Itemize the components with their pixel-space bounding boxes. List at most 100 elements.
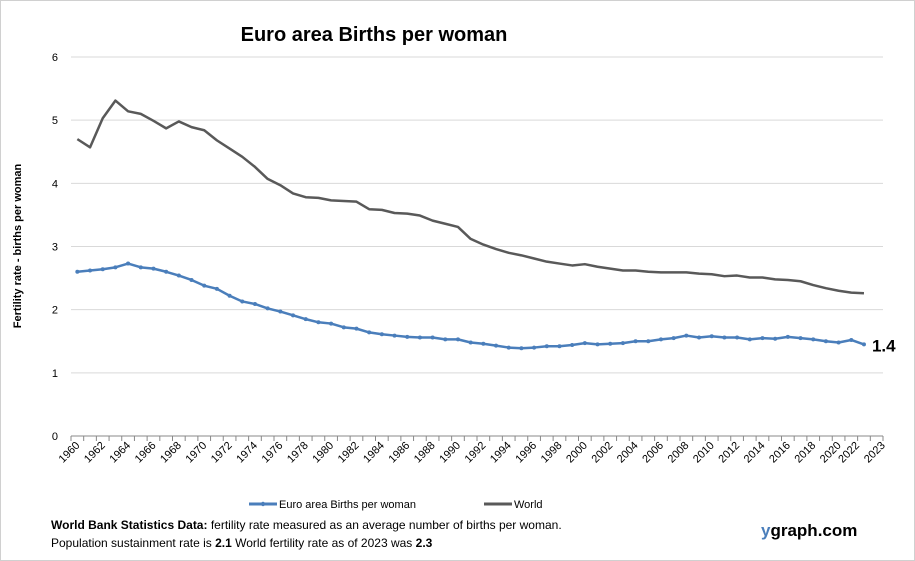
data-point (126, 261, 131, 266)
footer-description: fertility rate measured as an average nu… (207, 518, 562, 532)
world-rate: 2.3 (415, 536, 433, 550)
footer-text: World fertility rate as of 2023 was (231, 536, 416, 550)
x-tick-label: 2000 (564, 440, 590, 466)
end-value-label: 1.4 (872, 336, 896, 355)
data-point (836, 340, 841, 345)
x-tick-label: 2006 (640, 440, 666, 466)
x-tick-label: 2023 (862, 440, 888, 466)
data-point (252, 301, 257, 306)
x-tick-label: 2008 (666, 440, 692, 466)
x-tick-label: 1984 (361, 440, 387, 466)
x-tick-label: 1970 (184, 440, 210, 466)
y-tick-label: 0 (52, 431, 58, 443)
x-tick-label: 2002 (590, 440, 616, 466)
data-point (405, 334, 410, 339)
x-tick-label: 1974 (234, 440, 260, 466)
x-tick-label: 1992 (463, 440, 489, 466)
data-point (443, 337, 448, 342)
x-tick-label: 1964 (107, 440, 133, 466)
data-point (773, 336, 778, 341)
x-tick-label: 1988 (412, 440, 438, 466)
data-point (494, 343, 499, 348)
x-tick-label: 1982 (336, 440, 362, 466)
data-point (202, 283, 207, 288)
data-point (176, 273, 181, 278)
data-point (379, 332, 384, 337)
y-axis-label: Fertility rate - births per woman (12, 164, 24, 329)
data-point (189, 277, 194, 282)
data-point (697, 335, 702, 340)
data-point (747, 337, 752, 342)
data-point (151, 266, 156, 271)
data-point (138, 265, 143, 270)
sustainment-rate: 2.1 (215, 536, 232, 550)
brand-logo: ygraph.com (761, 521, 857, 541)
footer-line-2: Population sustainment rate is 2.1 World… (51, 536, 432, 550)
x-tick-label: 2014 (742, 440, 768, 466)
data-point (798, 336, 803, 341)
legend-label: World (514, 499, 543, 511)
brand-y: y (761, 521, 771, 540)
x-tick-label: 1996 (513, 440, 539, 466)
data-point (430, 335, 435, 340)
series-line-world (76, 99, 865, 295)
data-point (532, 345, 537, 350)
x-tick-label: 2022 (836, 440, 862, 466)
data-point (227, 293, 232, 298)
x-tick-label: 2010 (691, 440, 717, 466)
data-point (214, 286, 219, 291)
x-tick-label: 1990 (437, 440, 463, 466)
y-tick-label: 2 (52, 305, 58, 317)
y-tick-label: 1 (52, 368, 58, 380)
brand-rest: graph.com (770, 521, 858, 540)
data-point (100, 267, 105, 272)
footer-line-1: World Bank Statistics Data: fertility ra… (51, 518, 562, 532)
data-point (329, 321, 334, 326)
x-tick-label: 1976 (260, 440, 286, 466)
data-point (392, 333, 397, 338)
x-tick-label: 1986 (387, 440, 413, 466)
x-tick-label: 1966 (133, 440, 159, 466)
data-point (823, 339, 828, 344)
data-point (582, 341, 587, 346)
x-tick-label: 1972 (209, 440, 235, 466)
x-tick-label: 1998 (539, 440, 565, 466)
x-tick-label: 1980 (310, 440, 336, 466)
y-tick-label: 5 (52, 115, 58, 127)
data-point (709, 334, 714, 339)
data-point (468, 340, 473, 345)
data-point (811, 337, 816, 342)
x-tick-label: 1978 (285, 440, 311, 466)
data-point (671, 336, 676, 341)
data-point (506, 345, 511, 350)
data-point (113, 265, 118, 270)
x-tick-label: 1968 (158, 440, 184, 466)
data-point (544, 344, 549, 349)
x-tick-label: 2012 (716, 440, 742, 466)
y-tick-label: 4 (52, 178, 58, 190)
x-tick-label: 2016 (767, 440, 793, 466)
data-point (849, 337, 854, 342)
data-point (164, 269, 169, 274)
x-tick-label: 1960 (57, 440, 83, 466)
y-tick-label: 6 (52, 52, 58, 64)
data-point (861, 342, 866, 347)
data-point (608, 341, 613, 346)
x-tick-label: 1962 (82, 440, 108, 466)
data-point (633, 339, 638, 344)
data-point (620, 341, 625, 346)
data-point (785, 334, 790, 339)
x-tick-label: 2018 (793, 440, 819, 466)
data-point (646, 339, 651, 344)
data-point (722, 335, 727, 340)
data-point (354, 326, 359, 331)
data-point (278, 309, 283, 314)
data-point (316, 320, 321, 325)
data-point (684, 333, 689, 338)
data-point (658, 337, 663, 342)
data-point (88, 268, 93, 273)
y-tick-label: 3 (52, 242, 58, 254)
data-point (240, 299, 245, 304)
